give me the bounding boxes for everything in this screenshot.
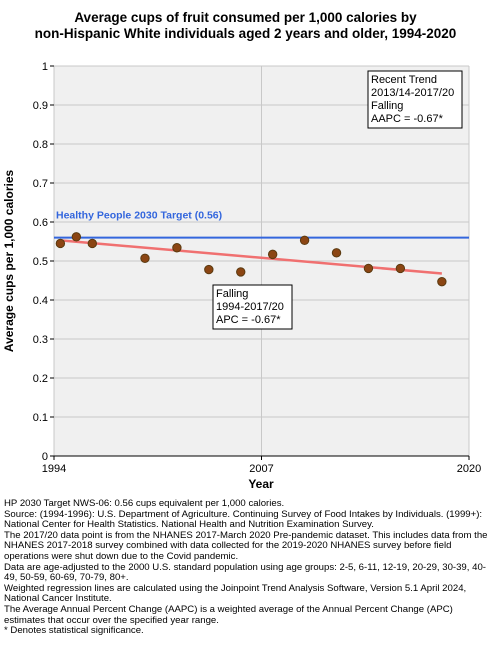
y-tick-label-7: 0.7 <box>33 178 48 190</box>
y-tick-label-5: 0.5 <box>33 256 48 268</box>
data-point-11 <box>395 263 406 274</box>
data-point-2 <box>87 238 98 249</box>
data-point-7 <box>267 249 278 260</box>
x-tick-label-1: 2007 <box>249 463 273 475</box>
footnote-regression: Weighted regression lines are calculated… <box>4 582 467 605</box>
target-label: Healthy People 2030 Target (0.56) <box>56 210 222 222</box>
y-tick-label-4: 0.4 <box>33 295 48 307</box>
y-tick-label-10: 1 <box>42 61 48 73</box>
footnote-target: HP 2030 Target NWS-06: 0.56 cups equival… <box>4 498 285 509</box>
footnote-significance: * Denotes statistical significance. <box>4 625 144 637</box>
y-axis-label: Average cups per 1,000 calories <box>2 170 16 353</box>
footnote-source: Source: (1994-1996): U.S. Department of … <box>4 508 483 531</box>
data-point-8 <box>299 235 310 246</box>
x-tick-label-0: 1994 <box>42 463 66 475</box>
trend-line <box>60 239 442 275</box>
chart-title: Average cups of fruit consumed per 1,000… <box>0 10 491 42</box>
overall-trend-line-3: APC = -0.67* <box>216 314 281 326</box>
recent-trend-box: Recent Trend 2013/14-2017/20 Falling AAP… <box>367 70 463 129</box>
footnote-aapc: The Average Annual Percent Change (AAPC)… <box>4 603 453 626</box>
y-tick-label-3: 0.3 <box>33 334 48 346</box>
overall-trend-box: Falling 1994-2017/20 APC = -0.67* <box>212 284 293 330</box>
data-point-3 <box>140 253 150 263</box>
recent-trend-line-1: Recent Trend <box>371 74 437 86</box>
data-point-1 <box>71 232 82 242</box>
overall-trend-line-1: Falling <box>216 288 248 300</box>
y-tick-label-0: 0 <box>42 451 48 463</box>
data-point-9 <box>331 248 342 258</box>
data-point-6 <box>236 267 246 277</box>
y-tick-label-8: 0.8 <box>33 139 48 151</box>
footnote-age-adjust: Data are age-adjusted to the 2000 U.S. s… <box>4 561 486 584</box>
y-tick-label-9: 0.9 <box>33 100 48 112</box>
data-point-10 <box>363 263 374 274</box>
chart: 0 0.1 0.2 0.3 0.4 0.5 0.6 0.7 0.8 0.9 1 1994 2007 20… <box>2 61 481 491</box>
x-tick-label-2: 2020 <box>457 463 481 475</box>
recent-trend-line-4: AAPC = -0.67* <box>371 113 444 125</box>
footnote-dataset: The 2017/20 data point is from the NHANE… <box>4 529 488 562</box>
x-axis-label: Year <box>248 477 274 491</box>
data-point-0 <box>55 238 66 249</box>
recent-trend-line-2: 2013/14-2017/20 <box>371 87 454 99</box>
overall-trend-line-2: 1994-2017/20 <box>216 301 284 313</box>
y-tick-label-2: 0.2 <box>33 373 48 385</box>
footnotes: HP 2030 Target NWS-06: 0.56 cups equival… <box>4 498 490 637</box>
y-tick-label-6: 0.6 <box>33 217 48 229</box>
data-point-4 <box>172 243 182 253</box>
recent-trend-line-3: Falling <box>371 100 403 112</box>
data-point-5 <box>204 264 214 275</box>
data-point-12 <box>437 276 447 287</box>
title-line-2: non-Hispanic White individuals aged 2 ye… <box>34 26 457 41</box>
y-tick-label-1: 0.1 <box>33 412 48 424</box>
title-line-1: Average cups of fruit consumed per 1,000… <box>74 10 417 25</box>
